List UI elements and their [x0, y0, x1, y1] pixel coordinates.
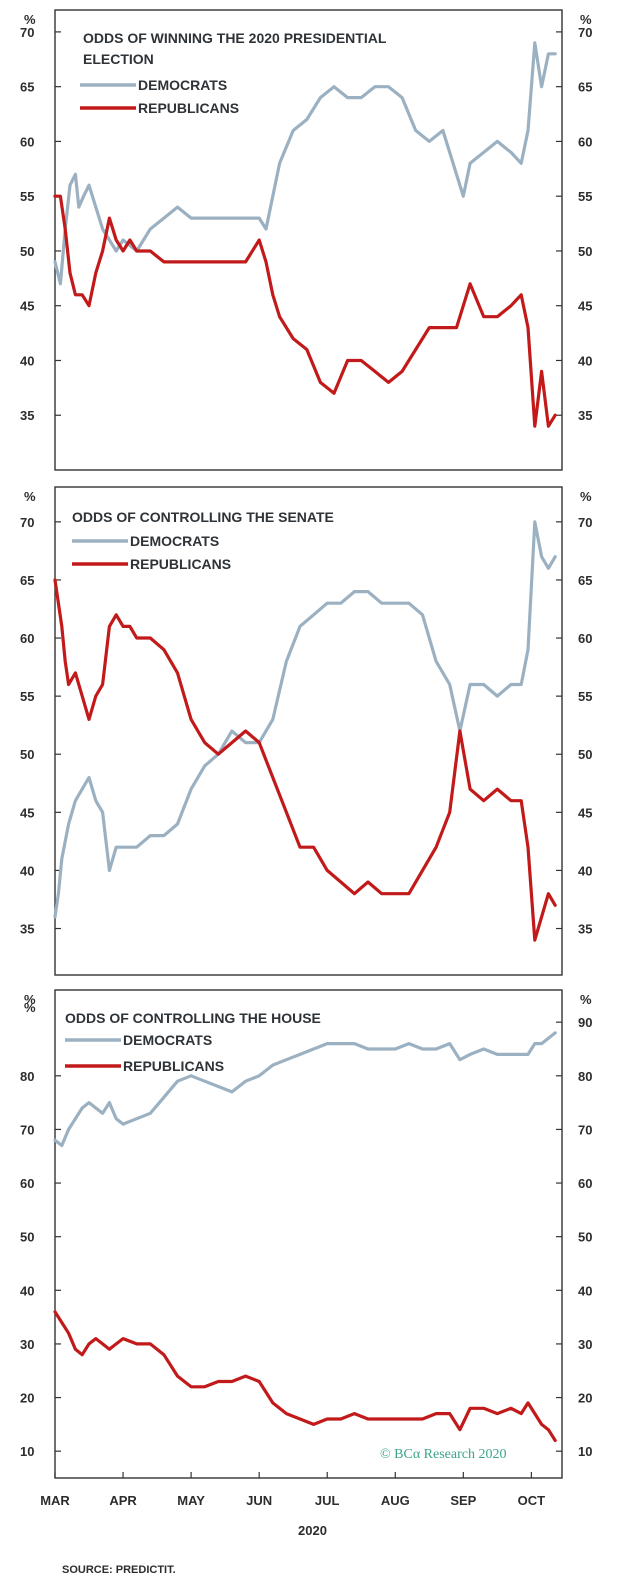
x-tick-label: APR	[109, 1493, 137, 1508]
y-tick-label-left: 10	[20, 1444, 34, 1459]
y-tick-label-left: 40	[20, 353, 34, 368]
y-tick-label-left: 65	[20, 80, 34, 95]
chart-title-line: ODDS OF WINNING THE 2020 PRESIDENTIAL	[83, 30, 387, 46]
y-tick-label-right: 65	[578, 80, 592, 95]
panel-house: % %% 10 10 20 20 30 30 40 40 50 50 60 60 70 70 80 80 90 ODD…	[20, 989, 592, 1479]
legend-label-democrats: DEMOCRATS	[130, 533, 219, 549]
y-tick-label-right: 50	[578, 747, 592, 762]
y-tick-label-left: 70	[20, 515, 34, 530]
x-axis-month-labels: MAR APR MAY JUN JUL AUG SEP OCT	[40, 1472, 545, 1508]
x-tick-label: SEP	[450, 1493, 476, 1508]
x-tick-label: JUN	[246, 1493, 272, 1508]
y-tick-label-left: 50	[20, 1230, 34, 1245]
series-line-democrats	[53, 520, 557, 919]
y-tick-label-left: 60	[20, 631, 34, 646]
y-tick-label-right: 20	[578, 1391, 592, 1406]
y-tick-label-left: 55	[20, 689, 34, 704]
x-tick-label: OCT	[518, 1493, 546, 1508]
panel-frame	[54, 9, 563, 471]
y-tick-label-left: 35	[20, 408, 34, 423]
y-tick-label-left: 70	[20, 1122, 34, 1137]
legend-label-democrats: DEMOCRATS	[123, 1032, 212, 1048]
y-tick-label-right: 50	[578, 244, 592, 259]
y-tick-label-right: 70	[578, 25, 592, 40]
y-tick-label-right: 50	[578, 1230, 592, 1245]
y-tick-label-left: 70	[20, 25, 34, 40]
panel-frame	[54, 486, 563, 976]
panel-frame	[54, 989, 563, 1479]
y-tick-label-right: 60	[578, 631, 592, 646]
y-tick-label-right: 55	[578, 689, 592, 704]
legend-label-republicans: REPUBLICANS	[130, 556, 231, 572]
x-axis-year-label: 2020	[298, 1523, 327, 1538]
chart-title-line: ODDS OF CONTROLLING THE HOUSE	[65, 1010, 321, 1026]
y-tick-label-right: 70	[578, 515, 592, 530]
legend-label-democrats: DEMOCRATS	[138, 77, 227, 93]
y-tick-label-left: 50	[20, 244, 34, 259]
y-unit-right: %	[580, 12, 592, 27]
y-tick-label-left: 45	[20, 299, 34, 314]
series-line-republicans	[53, 578, 557, 942]
y-tick-label-left: 60	[20, 134, 34, 149]
series-line-democrats	[53, 1031, 557, 1148]
source-note: SOURCE: PREDICTIT.	[62, 1564, 176, 1576]
x-tick-label: MAY	[177, 1493, 205, 1508]
y-tick-label-right: 70	[578, 1122, 592, 1137]
y-tick-label-left: 60	[20, 1176, 34, 1191]
y-tick-label-right: 55	[578, 189, 592, 204]
y-tick-label-left: 50	[20, 747, 34, 762]
y-tick-label-right: 10	[578, 1444, 592, 1459]
x-tick-label: JUL	[315, 1493, 340, 1508]
y-tick-label-right: 40	[578, 863, 592, 878]
y-tick-label-left: 20	[20, 1391, 34, 1406]
y-tick-label-right: 35	[578, 408, 592, 423]
y-tick-label-right: 45	[578, 805, 592, 820]
y-unit-right: %	[580, 489, 592, 504]
y-unit-left: %	[24, 992, 36, 1007]
legend-label-republicans: REPUBLICANS	[123, 1058, 224, 1074]
y-tick-label-right: 60	[578, 1176, 592, 1191]
y-unit-left: %	[24, 12, 36, 27]
y-tick-label-right: 40	[578, 353, 592, 368]
y-tick-label-left: 80	[20, 1069, 34, 1084]
y-tick-label-left: 35	[20, 922, 34, 937]
series-line-democrats	[53, 41, 557, 286]
x-tick-label: AUG	[381, 1493, 410, 1508]
y-tick-label-right: 30	[578, 1337, 592, 1352]
y-tick-label-right: 35	[578, 922, 592, 937]
y-tick-label-right: 65	[578, 573, 592, 588]
y-tick-label-left: 65	[20, 573, 34, 588]
y-unit-left: %	[24, 489, 36, 504]
bca-research-credit: © BCα Research 2020	[380, 1447, 507, 1462]
y-tick-label-right: 40	[578, 1283, 592, 1298]
y-tick-label-left: 40	[20, 1283, 34, 1298]
y-tick-label-right: 45	[578, 299, 592, 314]
panel-senate: % % 35 35 40 40 45 45 50 50 55 55 60 60 65 65 70 70 ODDS O…	[20, 486, 592, 976]
y-tick-label-right: 60	[578, 134, 592, 149]
x-tick-label: MAR	[40, 1493, 70, 1508]
panel-presidential: % % 35 35 40 40 45 45 50 50 55 55 60 60 65 65 70 70 ODDS O…	[20, 9, 592, 471]
legend-label-republicans: REPUBLICANS	[138, 100, 239, 116]
series-line-republicans	[53, 194, 557, 428]
y-tick-label-right: 90	[578, 1015, 592, 1030]
chart-title-line: ELECTION	[83, 51, 154, 67]
y-tick-label-left: 40	[20, 863, 34, 878]
y-tick-label-left: 45	[20, 805, 34, 820]
y-tick-label-right: 80	[578, 1069, 592, 1084]
y-unit-left-inner: %	[24, 1000, 36, 1015]
chart-title-line: ODDS OF CONTROLLING THE SENATE	[72, 509, 334, 525]
y-tick-label-left: 55	[20, 189, 34, 204]
y-tick-label-left: 30	[20, 1337, 34, 1352]
y-unit-right: %	[580, 992, 592, 1007]
series-line-republicans	[53, 1310, 557, 1443]
